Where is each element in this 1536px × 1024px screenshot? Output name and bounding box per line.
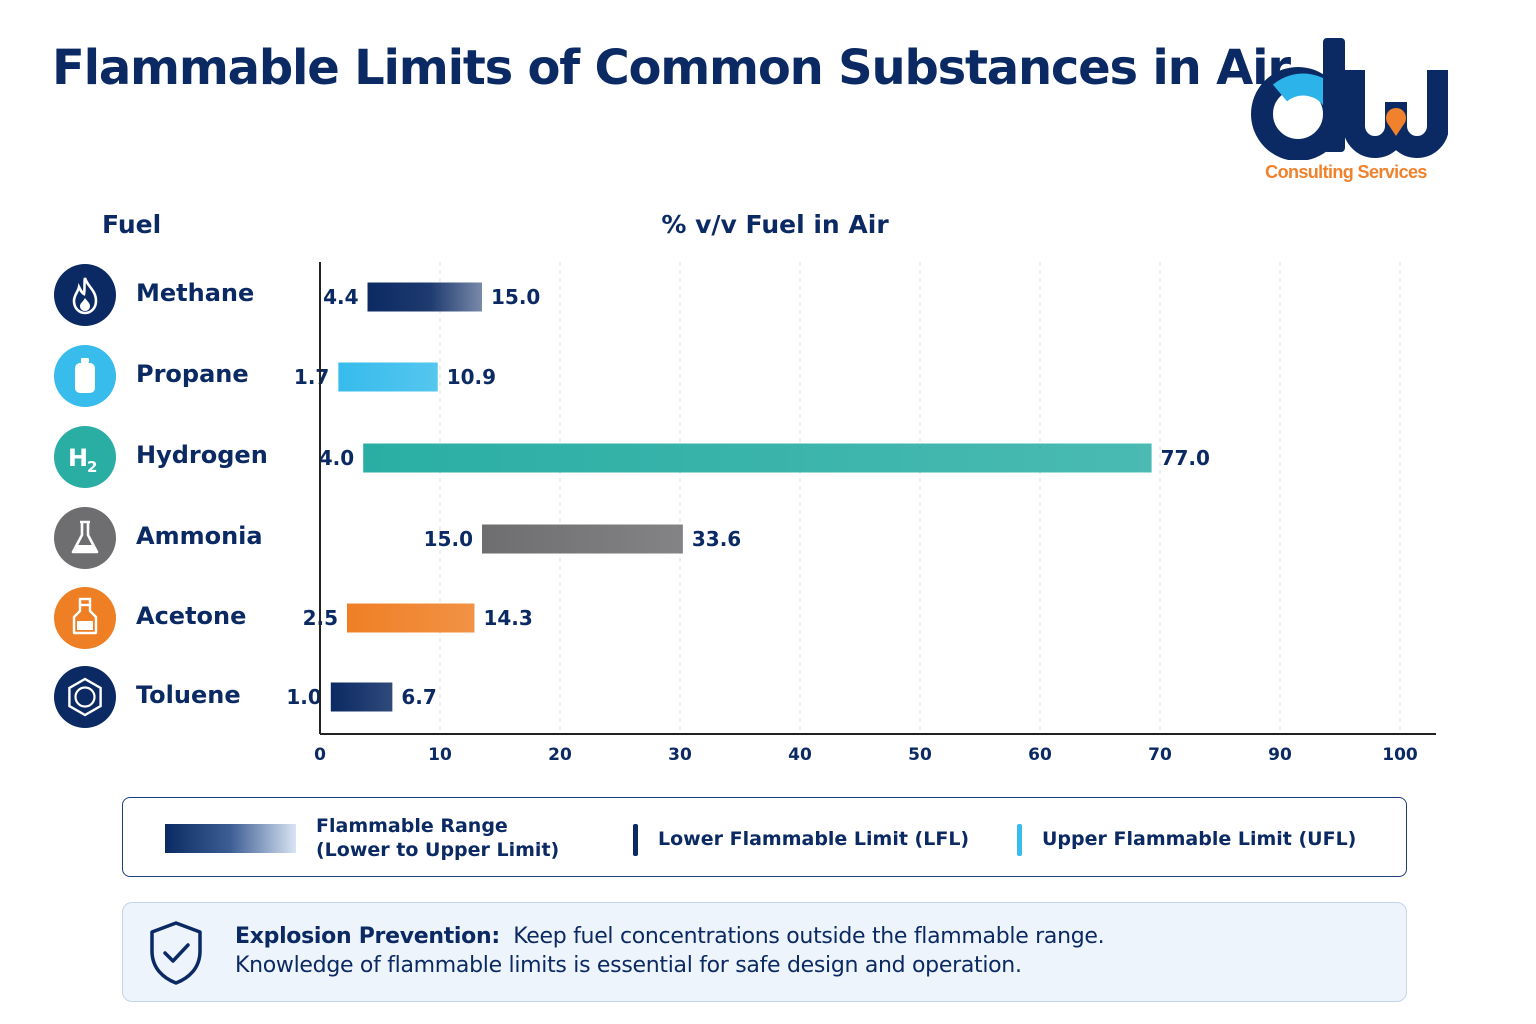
- fuel-column-header: Fuel: [102, 210, 162, 239]
- logo-tagline: Consulting Services: [1265, 162, 1427, 182]
- ufl-value-label: 14.3: [483, 606, 532, 630]
- ufl-value-label: 10.9: [447, 365, 496, 389]
- legend-lfl-marker: [633, 824, 638, 856]
- range-bar-methane: [367, 282, 482, 312]
- fuel-row-ammonia: Ammonia: [54, 507, 314, 569]
- legend-range-swatch: [165, 824, 296, 853]
- legend-ufl-label: Upper Flammable Limit (UFL): [1042, 828, 1357, 850]
- legend-range-line1: Flammable Range: [316, 815, 508, 837]
- fuel-row-methane: Methane: [54, 264, 314, 326]
- x-tick-label: 90: [1268, 745, 1292, 765]
- shield-check-icon: [150, 921, 202, 985]
- fuel-name: Acetone: [136, 602, 247, 630]
- flammable-range-chart: 4.4 15.01.7 10.94.0 77.015.0 33.62.5 14.31.0 6…: [286, 262, 1436, 765]
- x-tick-label: 50: [908, 745, 932, 765]
- fuel-name: Hydrogen: [136, 441, 268, 469]
- h2-icon: H 2: [54, 426, 116, 488]
- x-tick-label: 0: [314, 745, 326, 765]
- legend-lfl-label: Lower Flammable Limit (LFL): [658, 828, 970, 850]
- legend-ufl-marker: [1017, 824, 1022, 856]
- ufl-value-label: 6.7: [401, 685, 436, 709]
- fuel-row-toluene: Toluene: [54, 666, 314, 728]
- fuel-name: Methane: [136, 279, 255, 307]
- range-bar-hydrogen: [363, 443, 1152, 473]
- fuel-row-propane: Propane: [54, 345, 314, 407]
- ufl-value-label: 33.6: [692, 527, 741, 551]
- fuel-row-hydrogen: H 2 Hydrogen: [54, 426, 314, 488]
- lfl-value-label: 4.0: [319, 446, 354, 470]
- bottle-icon: [54, 587, 116, 649]
- legend-range-label: Flammable Range (Lower to Upper Limit): [316, 814, 559, 862]
- legend-range-line2: (Lower to Upper Limit): [316, 839, 560, 861]
- explosion-prevention-note: Explosion Prevention: Keep fuel concentr…: [122, 902, 1407, 1002]
- range-bar-propane: [338, 362, 438, 392]
- company-logo: Consulting Services: [1248, 30, 1448, 190]
- x-tick-label: 60: [1028, 745, 1052, 765]
- flask-icon: [54, 507, 116, 569]
- page-title: Flammable Limits of Common Substances in…: [52, 40, 1291, 96]
- lfl-value-label: 1.7: [294, 365, 329, 389]
- x-tick-label: 70: [1148, 745, 1172, 765]
- x-tick-label: 30: [668, 745, 692, 765]
- x-axis-title: % v/v Fuel in Air: [661, 210, 889, 239]
- note-text: Explosion Prevention: Keep fuel concentr…: [235, 922, 1105, 980]
- svg-text:2: 2: [87, 458, 97, 476]
- benzene-ring-icon: [54, 666, 116, 728]
- x-tick-label: 100: [1382, 745, 1418, 765]
- x-tick-label: 20: [548, 745, 572, 765]
- range-bar-acetone: [347, 603, 475, 633]
- range-bar-ammonia: [482, 524, 683, 554]
- x-tick-label: 40: [788, 745, 812, 765]
- note-line2: Knowledge of flammable limits is essenti…: [235, 953, 1022, 978]
- gas-cylinder-icon: [54, 345, 116, 407]
- note-heading: Explosion Prevention:: [235, 924, 500, 949]
- lfl-value-label: 15.0: [424, 527, 473, 551]
- range-bar-toluene: [330, 682, 393, 712]
- svg-text:H: H: [68, 444, 88, 472]
- note-line1: Keep fuel concentrations outside the fla…: [513, 924, 1105, 949]
- fuel-name: Propane: [136, 360, 249, 388]
- fuel-name: Ammonia: [136, 522, 263, 550]
- lfl-value-label: 1.0: [286, 685, 321, 709]
- fuel-name: Toluene: [136, 681, 241, 709]
- ufl-value-label: 15.0: [491, 285, 540, 309]
- x-tick-label: 10: [428, 745, 452, 765]
- flame-icon: [54, 264, 116, 326]
- dw-logo-icon: [1251, 38, 1448, 160]
- lfl-value-label: 4.4: [323, 285, 358, 309]
- ufl-value-label: 77.0: [1161, 446, 1210, 470]
- fuel-row-acetone: Acetone: [54, 587, 314, 649]
- chart-legend: Flammable Range (Lower to Upper Limit) L…: [122, 797, 1407, 877]
